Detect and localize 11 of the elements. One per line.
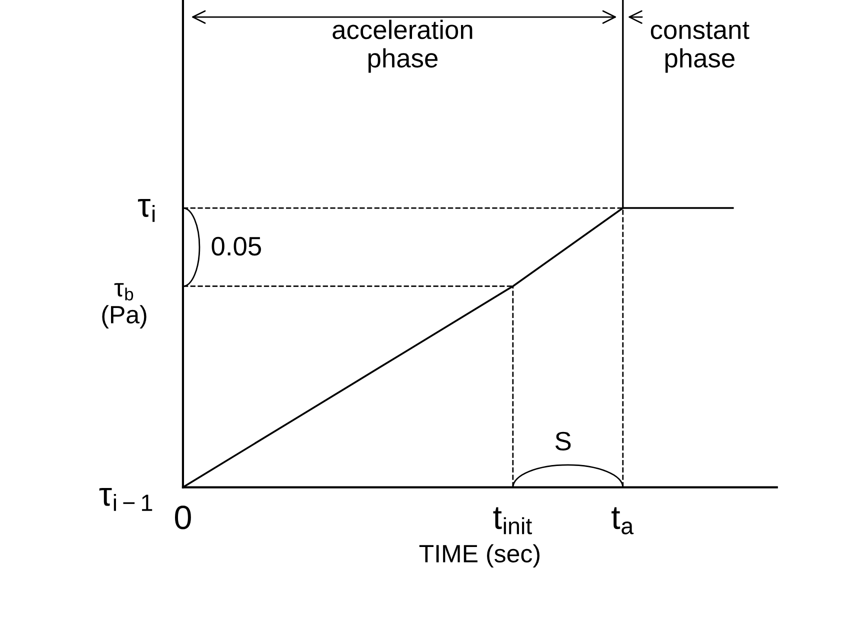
text: acceleration phase bbox=[332, 20, 472, 73]
x-tick-label: t$_{init}$ bbox=[493, 507, 532, 534]
x-tick-label: t$_{a}$ bbox=[612, 507, 634, 534]
text: τ$_{i}$ bbox=[138, 199, 155, 222]
annotation: 0.05 bbox=[212, 236, 261, 256]
text: constant phase bbox=[650, 22, 750, 73]
y-axis-title: τ$_{b}$ (Pa) bbox=[102, 283, 146, 328]
text: τ$_{i−1}$ bbox=[99, 488, 152, 511]
annotation: S bbox=[555, 432, 571, 450]
x-tick-label: 0 bbox=[175, 506, 191, 530]
x-axis-title: TIME (sec) bbox=[419, 544, 540, 568]
